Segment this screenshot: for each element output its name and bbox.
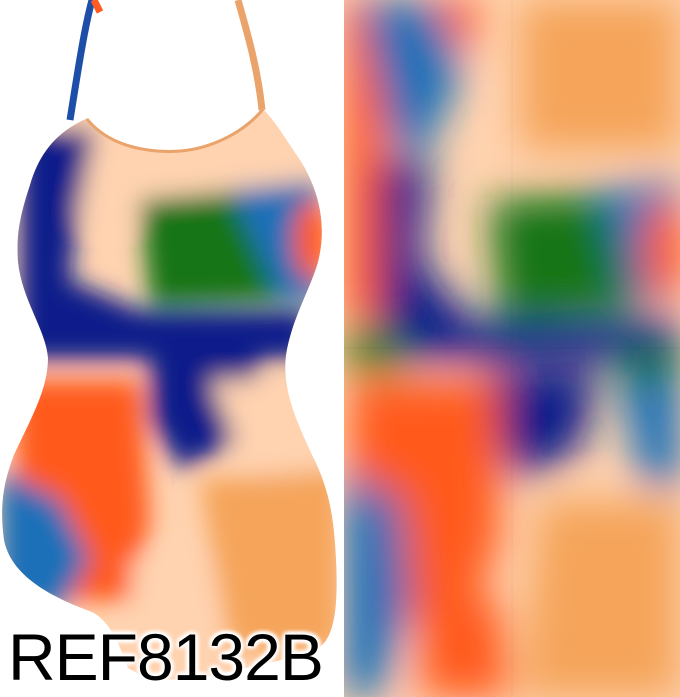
swimsuit-front xyxy=(2,108,337,680)
fabric-swatch xyxy=(344,0,680,697)
reference-code-label: REF8132B xyxy=(8,620,324,694)
swimsuit-straps xyxy=(66,0,266,121)
